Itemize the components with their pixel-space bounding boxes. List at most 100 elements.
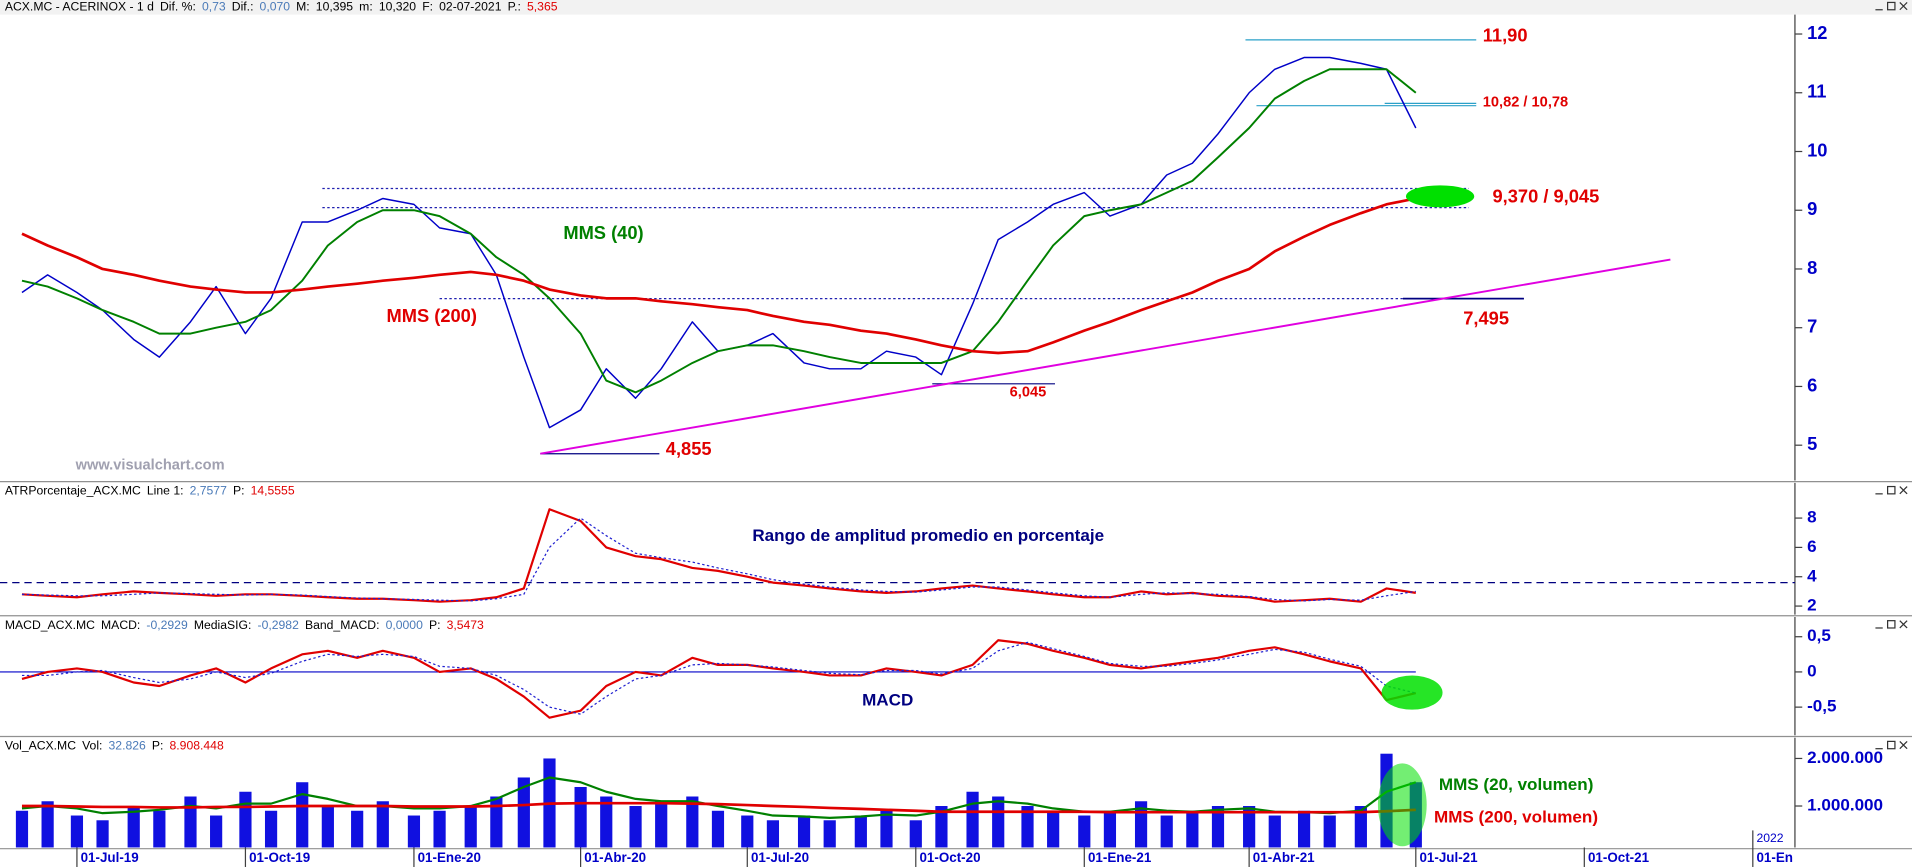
- highlight-layer: [1377, 185, 1475, 847]
- series-line: [21, 801, 1416, 814]
- panel-header: F:: [422, 0, 433, 14]
- panel-header: MACD:: [101, 618, 140, 632]
- volume-bar: [1021, 806, 1034, 848]
- volume-bar: [296, 782, 309, 848]
- series-line: [21, 508, 1416, 603]
- series-line: [21, 641, 1416, 715]
- panel-header: MediaSIG:: [194, 618, 252, 632]
- annotation: Rango de amplitud promedio en porcentaje: [752, 526, 1104, 545]
- volume-bar: [741, 815, 754, 848]
- panel-header: ACX.MC - ACERINOX - 1 d: [5, 0, 154, 14]
- series-label: MMS (200, volumen): [1434, 808, 1598, 827]
- panel-header: ATRPorcentaje_ACX.MC: [5, 484, 141, 498]
- trend-line: [540, 258, 1671, 455]
- y-tick-label: 4: [1807, 566, 1817, 585]
- window-control: [1899, 620, 1908, 629]
- x-tick-label: 01-Ene-20: [418, 850, 481, 865]
- series-label: MMS (20, volumen): [1439, 775, 1594, 794]
- panel-header: 0,73: [202, 0, 226, 14]
- annotation: MACD: [862, 691, 913, 710]
- volume-bar: [264, 810, 278, 848]
- x-tick-label: 01-Jul-19: [81, 850, 139, 865]
- volume-bar: [766, 820, 780, 848]
- panel-header: 10,320: [379, 0, 416, 14]
- volume-bar: [629, 806, 642, 848]
- panel-header: m:: [359, 0, 373, 14]
- series-label: MMS (40): [563, 222, 643, 243]
- y-tick-label: -0,5: [1807, 697, 1837, 716]
- y-tick-label: 2.000.000: [1807, 748, 1883, 767]
- volume-bar: [127, 806, 140, 848]
- panel-header: P:: [233, 484, 245, 498]
- y-tick-label: 2: [1807, 596, 1817, 615]
- panel-header: 8.908.448: [170, 738, 224, 752]
- panel-header: 32.826: [109, 738, 146, 752]
- x-tick-label: 01-Oct-19: [249, 850, 310, 865]
- panel-header: 2,7577: [190, 484, 227, 498]
- volume-bar: [184, 796, 197, 848]
- volume-bar: [992, 796, 1005, 848]
- watermark: www.visualchart.com: [75, 458, 225, 474]
- volume-bar: [464, 806, 477, 848]
- x-tick-label: 01-Jul-21: [1419, 850, 1478, 865]
- volume-bar: [1243, 806, 1256, 848]
- highlight-ellipse: [1381, 675, 1443, 710]
- panel-header: Vol_ACX.MC: [5, 738, 76, 752]
- volume-bar: [153, 810, 166, 848]
- volume-bar: [1078, 815, 1091, 848]
- y-tick-label: 12: [1807, 22, 1827, 43]
- volume-bar: [15, 810, 29, 848]
- window-control: [1899, 740, 1908, 750]
- y-tick-label: 8: [1807, 508, 1817, 527]
- volume-bar: [574, 786, 587, 848]
- volume-bar: [823, 820, 836, 848]
- panel-header: M:: [296, 0, 310, 14]
- volume-bar: [797, 815, 811, 848]
- y-tick-label: 7: [1807, 316, 1817, 337]
- x-tick-label: 01-Abr-21: [1253, 850, 1315, 865]
- highlight-ellipse: [1405, 185, 1475, 208]
- series-line: [21, 68, 1417, 394]
- volume-bar: [655, 801, 668, 848]
- series-label: MMS (200): [387, 305, 477, 326]
- panel-header: 02-07-2021: [439, 0, 502, 14]
- volume-bar: [935, 806, 948, 848]
- level-label: 4,855: [666, 438, 712, 459]
- volume-bar: [854, 815, 867, 848]
- level-label: 11,90: [1483, 24, 1528, 45]
- volume-bar: [407, 815, 421, 848]
- volume-bar: [1323, 815, 1336, 848]
- volume-bar: [1354, 806, 1367, 848]
- level-label: 7,495: [1463, 307, 1509, 328]
- volume-bar: [239, 791, 252, 848]
- window-control: [1887, 740, 1896, 750]
- series-line: [21, 639, 1417, 719]
- volume-bar: [1160, 815, 1173, 848]
- panel-header: 14,5555: [251, 484, 295, 498]
- series-line: [21, 517, 1416, 602]
- volume-bar: [711, 810, 725, 848]
- y-tick-label: 0: [1807, 661, 1817, 680]
- volume-bar: [1103, 810, 1117, 848]
- window-control: [1887, 620, 1896, 629]
- y-tick-label: 8: [1807, 257, 1817, 278]
- volume-bar: [1268, 815, 1281, 848]
- panel-header: 3,5473: [447, 618, 484, 632]
- y-tick-label: 1.000.000: [1807, 796, 1883, 815]
- volume-bar: [600, 796, 613, 848]
- volume-bar: [1297, 810, 1311, 848]
- panel-header: 5,365: [527, 0, 558, 14]
- panel-header: Vol:: [82, 738, 102, 752]
- volume-bar: [351, 810, 364, 848]
- y-tick-label: 9: [1807, 198, 1817, 219]
- volume-bar: [686, 796, 699, 848]
- year-marker-label: 2022: [1756, 831, 1783, 845]
- series-line: [21, 197, 1417, 355]
- x-tick-label: 01-Oct-20: [919, 850, 980, 865]
- volume-bar: [490, 796, 503, 848]
- panel-header: Dif.:: [232, 0, 254, 14]
- highlight-ellipse: [1377, 763, 1427, 847]
- x-tick-label: 01-Jul-20: [751, 850, 809, 865]
